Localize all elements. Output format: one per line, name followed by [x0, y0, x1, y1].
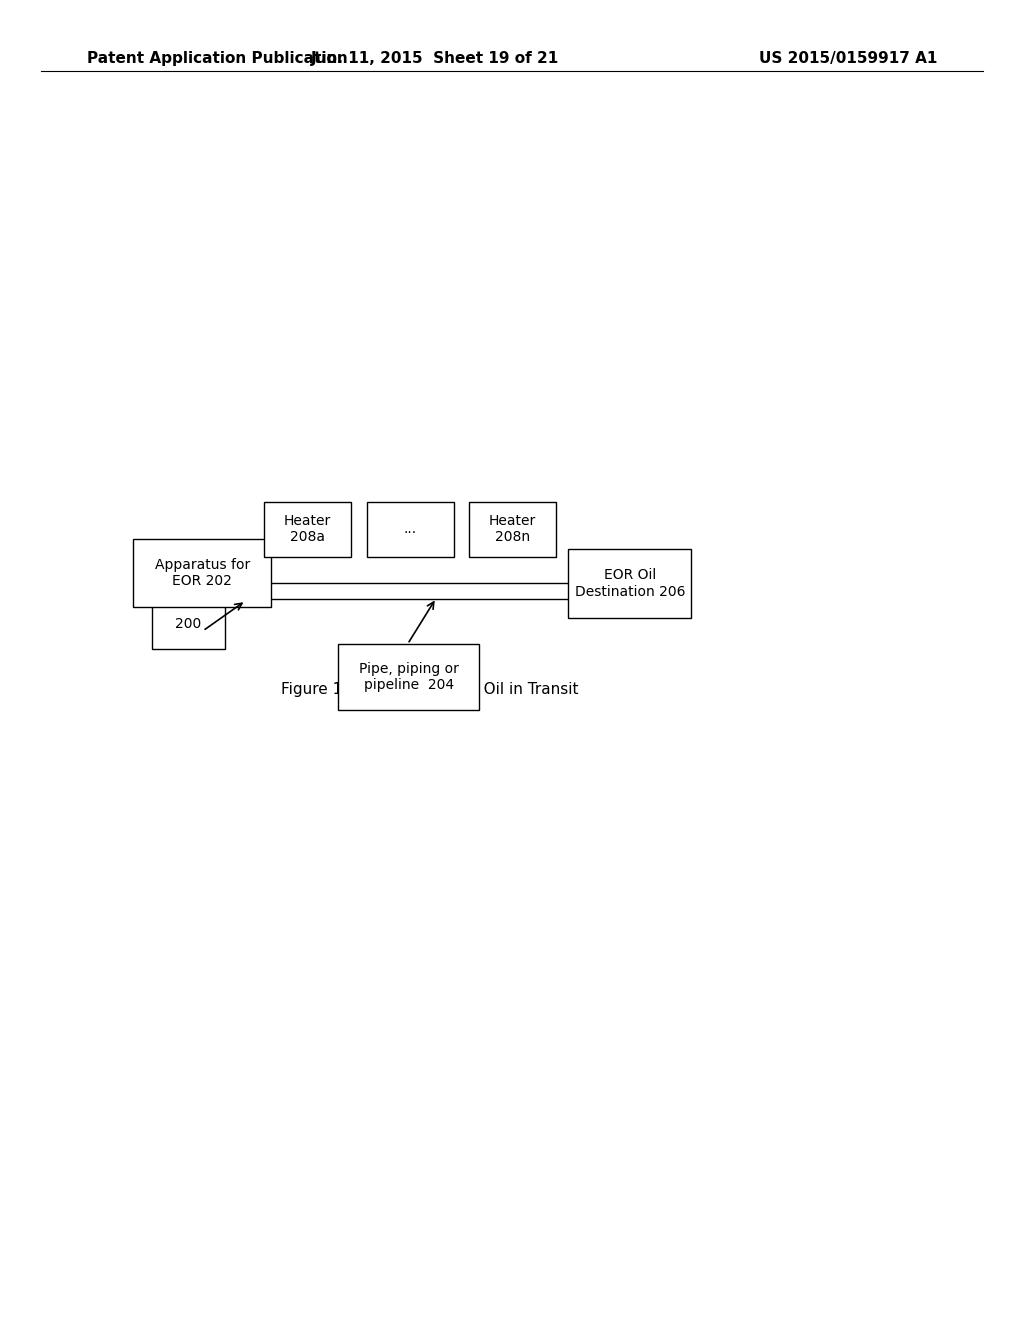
FancyBboxPatch shape — [367, 502, 454, 557]
FancyBboxPatch shape — [469, 502, 556, 557]
Text: Heater
208a: Heater 208a — [284, 515, 332, 544]
Text: Jun. 11, 2015  Sheet 19 of 21: Jun. 11, 2015 Sheet 19 of 21 — [311, 50, 559, 66]
Text: ...: ... — [403, 523, 417, 536]
Text: US 2015/0159917 A1: US 2015/0159917 A1 — [759, 50, 937, 66]
FancyBboxPatch shape — [152, 599, 225, 649]
FancyBboxPatch shape — [338, 644, 479, 710]
Text: Patent Application Publication: Patent Application Publication — [87, 50, 348, 66]
FancyBboxPatch shape — [133, 539, 271, 607]
FancyBboxPatch shape — [264, 502, 351, 557]
Text: Heater
208n: Heater 208n — [488, 515, 537, 544]
Text: Apparatus for
EOR 202: Apparatus for EOR 202 — [155, 558, 250, 587]
Text: Figure 13: Heating of EOR Oil in Transit: Figure 13: Heating of EOR Oil in Transit — [282, 681, 579, 697]
Text: Pipe, piping or
pipeline  204: Pipe, piping or pipeline 204 — [358, 663, 459, 692]
Text: EOR Oil
Destination 206: EOR Oil Destination 206 — [574, 569, 685, 598]
Text: 200: 200 — [175, 618, 202, 631]
FancyBboxPatch shape — [568, 549, 691, 618]
